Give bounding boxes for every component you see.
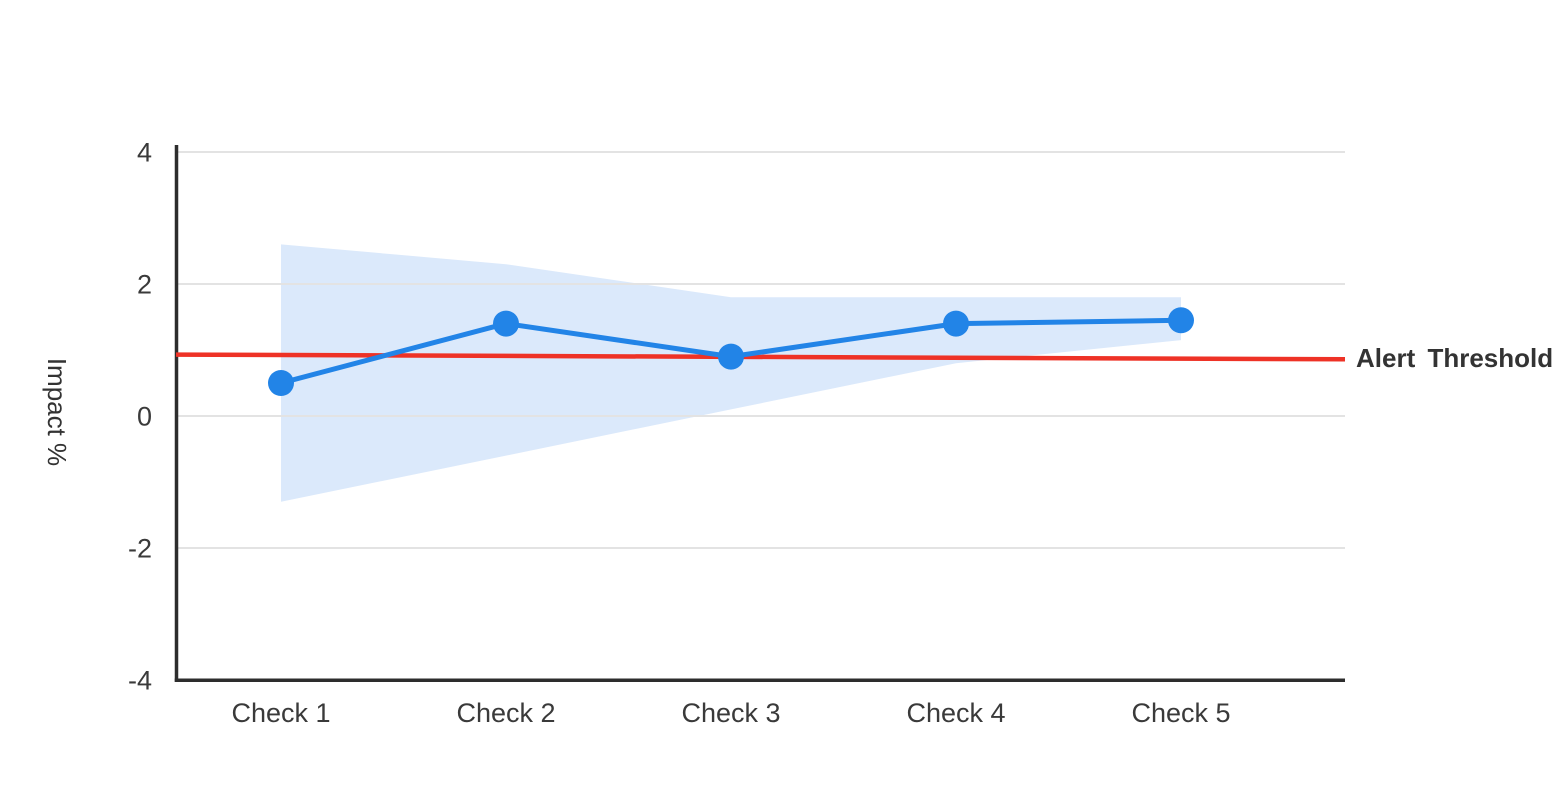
threshold-line: [175, 352, 1346, 362]
y-axis-label: Impact %: [42, 357, 72, 467]
x-tick-label-check-4: Check 4: [906, 698, 1005, 728]
y-tick-label-0: 0: [137, 401, 152, 431]
y-tick-label--4: -4: [128, 665, 152, 695]
data-point-check-1: [268, 370, 294, 396]
x-tick-label-check-1: Check 1: [231, 698, 330, 728]
x-tick-label-check-2: Check 2: [456, 698, 555, 728]
y-tick-label--2: -2: [128, 533, 152, 563]
x-tick-label-check-3: Check 3: [681, 698, 780, 728]
data-point-check-2: [493, 310, 519, 337]
confidence-band: [281, 244, 1181, 502]
y-tick-label-2: 2: [137, 269, 152, 299]
y-tick-label-4: 4: [137, 137, 152, 167]
data-point-check-5: [1168, 307, 1194, 334]
data-point-check-3: [718, 343, 744, 370]
data-point-check-4: [943, 310, 969, 337]
threshold-annotation-label: Alert Threshold: [1356, 343, 1554, 373]
x-tick-label-check-5: Check 5: [1131, 698, 1230, 728]
